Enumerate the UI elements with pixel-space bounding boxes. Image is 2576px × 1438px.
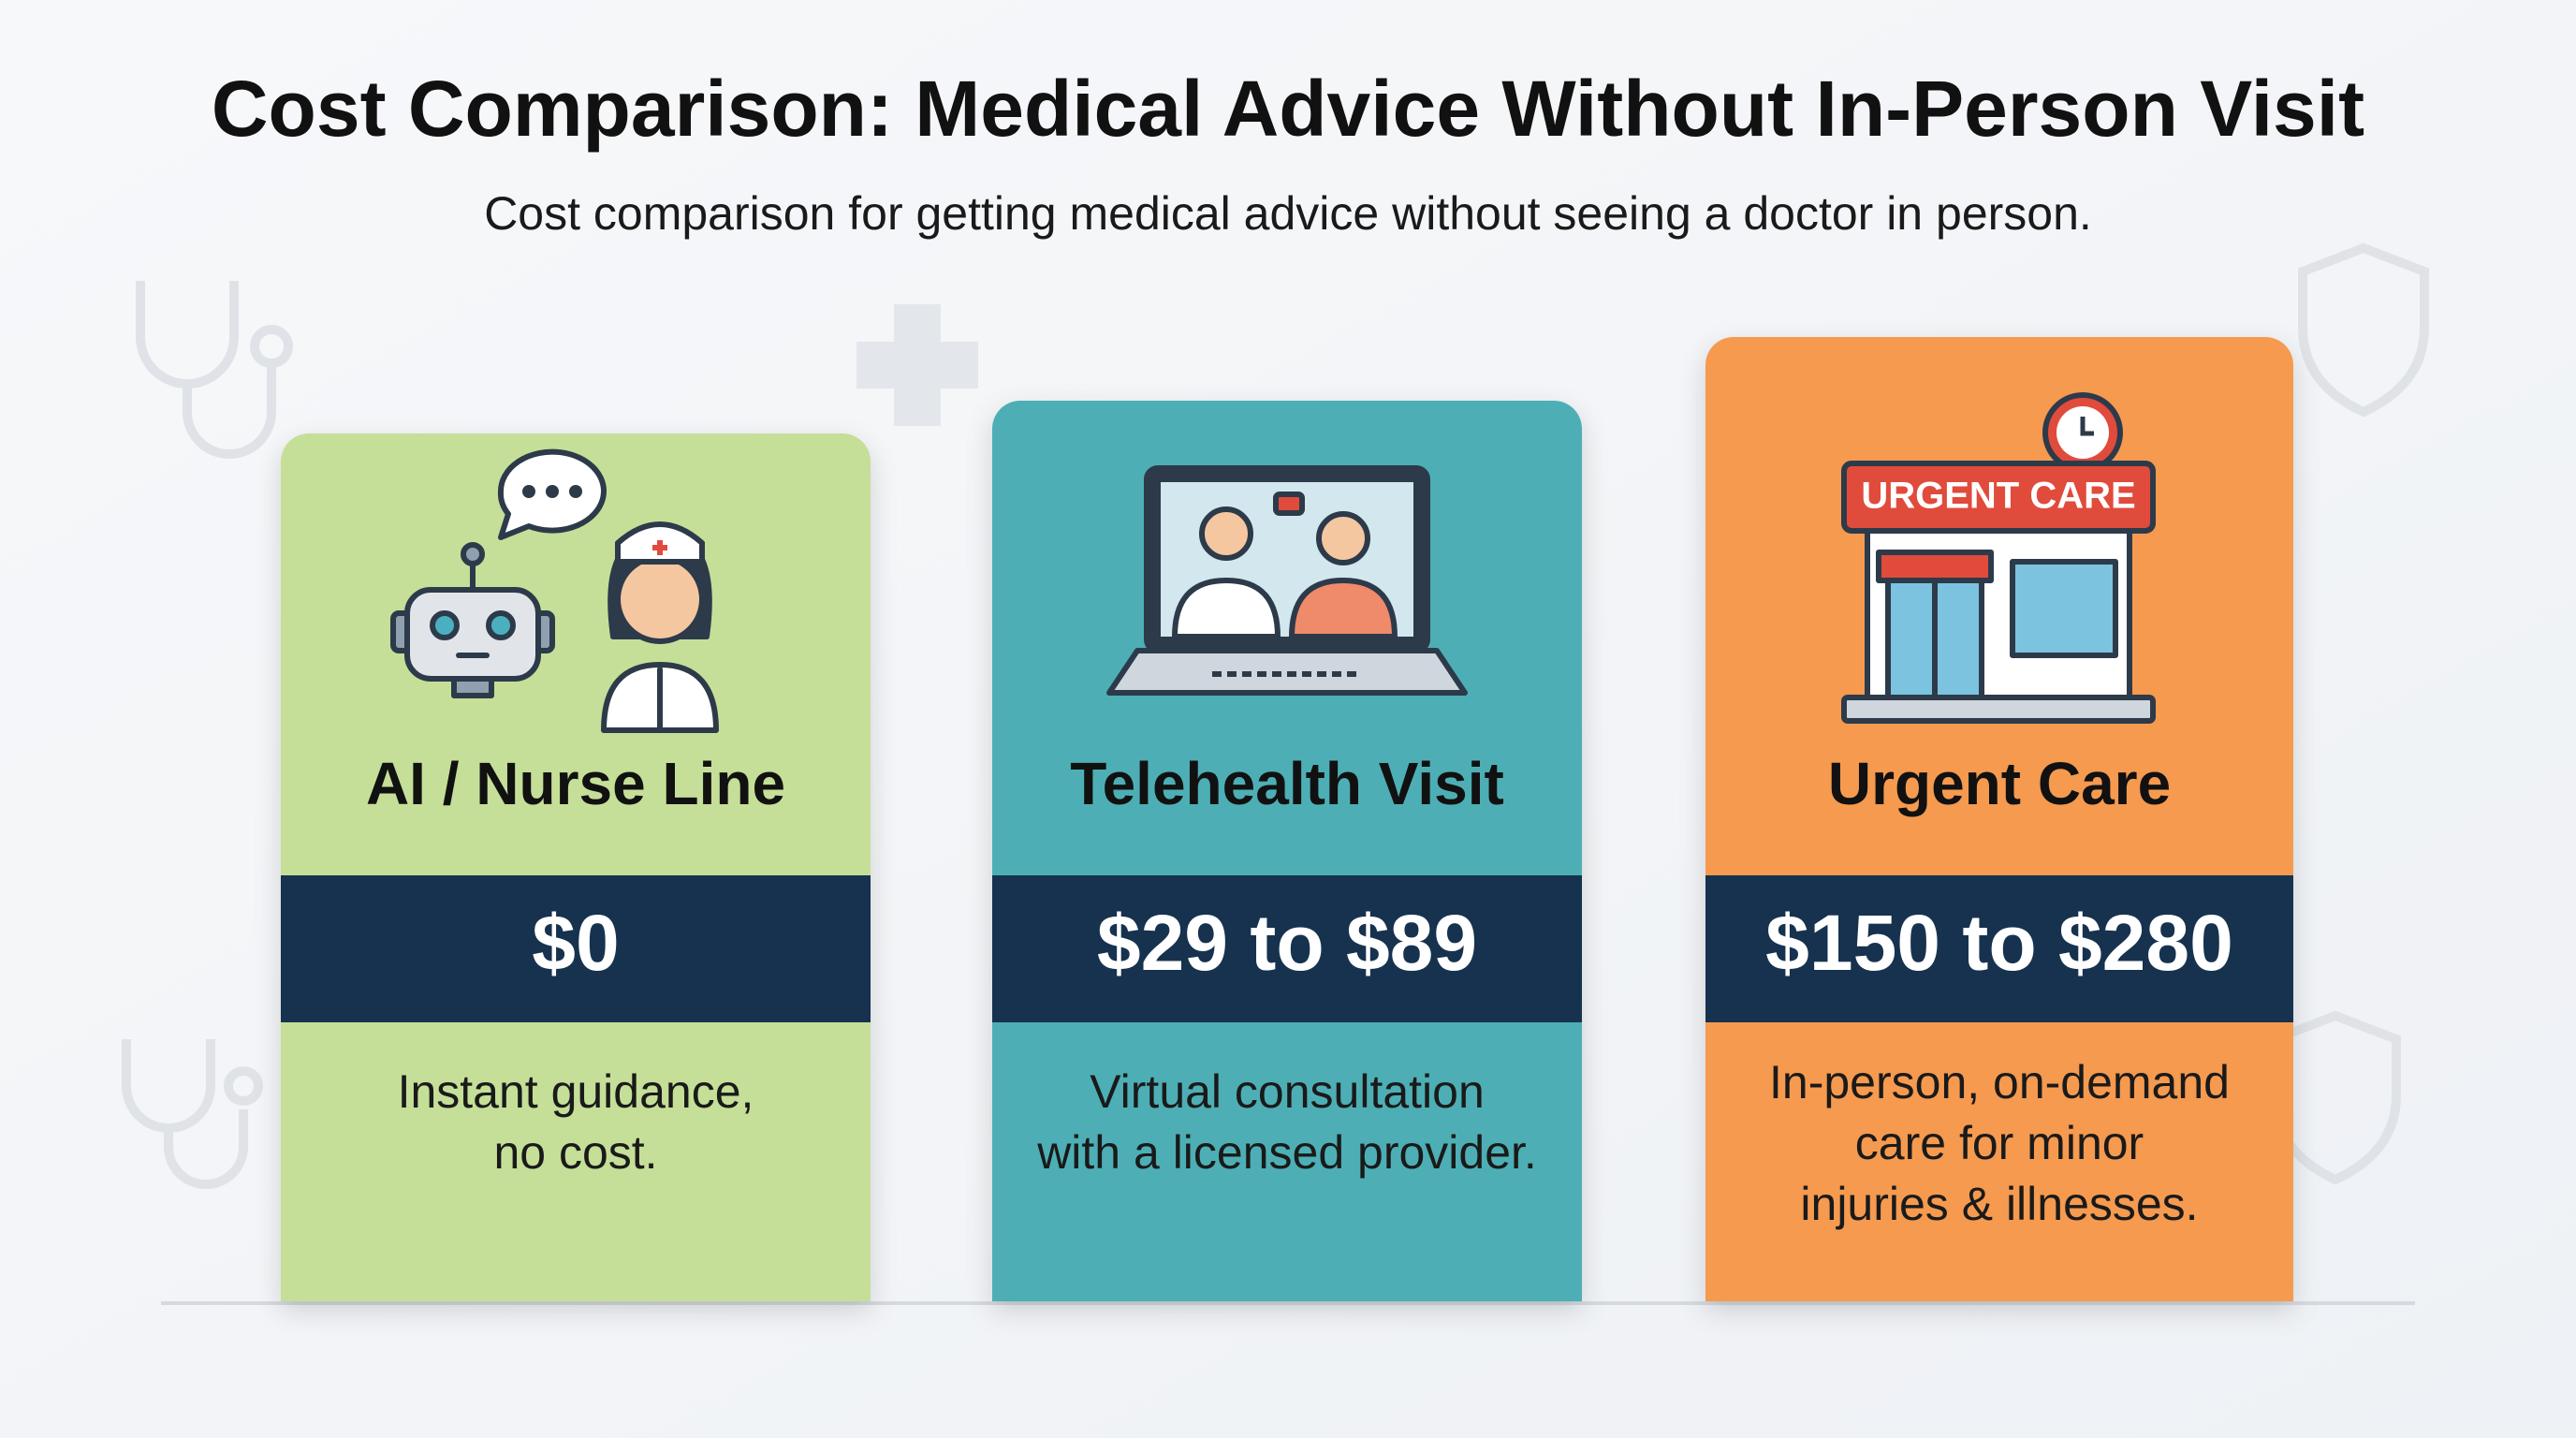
icon-ai-nurse	[390, 448, 719, 733]
card-price: $0	[532, 899, 619, 987]
price-band	[281, 875, 871, 1022]
card-title: AI / Nurse Line	[366, 750, 785, 817]
card-price: $150 to $280	[1765, 899, 2233, 987]
card-description: Instant guidance,	[398, 1065, 754, 1118]
card-description: care for minor	[1855, 1117, 2144, 1169]
decorations	[122, 242, 2429, 1189]
card-description: In-person, on-demand	[1769, 1056, 2230, 1108]
card-bg	[1705, 337, 2293, 1301]
price-band	[1705, 875, 2293, 1022]
plus-decoration	[856, 304, 978, 426]
card-bg	[992, 401, 1582, 1301]
card-description: no cost.	[493, 1126, 657, 1179]
card-price: $29 to $89	[1097, 899, 1477, 987]
card-title: Telehealth Visit	[1070, 750, 1504, 817]
card-description: with a licensed provider.	[1036, 1126, 1537, 1179]
price-band	[992, 875, 1582, 1022]
card-description: Virtual consultation	[1090, 1065, 1485, 1118]
title: Cost Comparison: Medical Advice Without …	[212, 65, 2364, 153]
card-description: injuries & illnesses.	[1800, 1178, 2198, 1230]
card	[1705, 337, 2293, 1301]
subtitle: Cost comparison for getting medical advi…	[484, 187, 2092, 240]
card	[992, 401, 1582, 1301]
sign-text: URGENT CARE	[1861, 476, 2135, 517]
card-title: Urgent Care	[1828, 750, 2171, 817]
icon-laptop	[1106, 465, 1468, 696]
icon-urgent-care: URGENT CARE	[1841, 392, 2156, 724]
